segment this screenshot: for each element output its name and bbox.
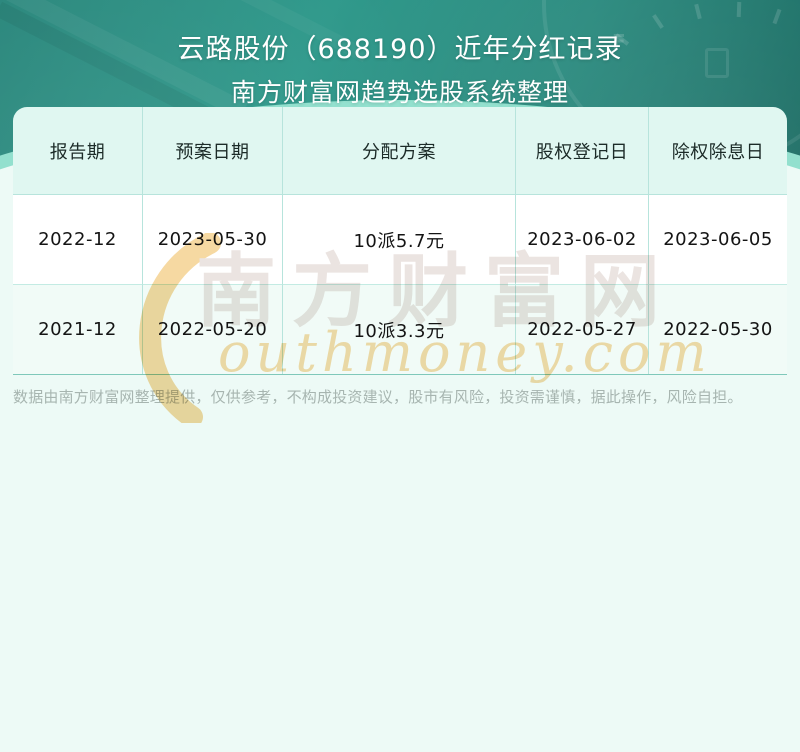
disclaimer-text: 数据由南方财富网整理提供，仅供参考，不构成投资建议，股市有风险，投资需谨慎，据此… (13, 388, 743, 406)
page-title: 云路股份（688190）近年分红记录 (177, 34, 623, 65)
table-cell: 10派5.7元 (283, 195, 516, 285)
table-cell: 2021-12 (13, 285, 143, 374)
table-cell: 2022-12 (13, 195, 143, 285)
column-header-ex-dividend-date: 除权除息日 (649, 107, 787, 195)
table-cell: 2023-06-05 (649, 195, 787, 285)
table-cell: 10派3.3元 (283, 285, 516, 374)
hero-titles: 云路股份（688190）近年分红记录 南方财富网趋势选股系统整理 (0, 0, 800, 109)
column-header-report-period: 报告期 (13, 107, 143, 195)
table-cell: 2022-05-30 (649, 285, 787, 374)
page-subtitle: 南方财富网趋势选股系统整理 (230, 78, 569, 107)
table-cell: 2023-05-30 (143, 195, 283, 285)
dividend-table: 报告期 预案日期 分配方案 股权登记日 除权除息日 2022-12 2023-0… (13, 107, 787, 375)
table-cell: 2023-06-02 (516, 195, 649, 285)
column-header-plan-date: 预案日期 (143, 107, 283, 195)
table-cell: 2022-05-27 (516, 285, 649, 374)
table-cell: 2022-05-20 (143, 285, 283, 374)
column-header-distribution-plan: 分配方案 (283, 107, 516, 195)
column-header-record-date: 股权登记日 (516, 107, 649, 195)
